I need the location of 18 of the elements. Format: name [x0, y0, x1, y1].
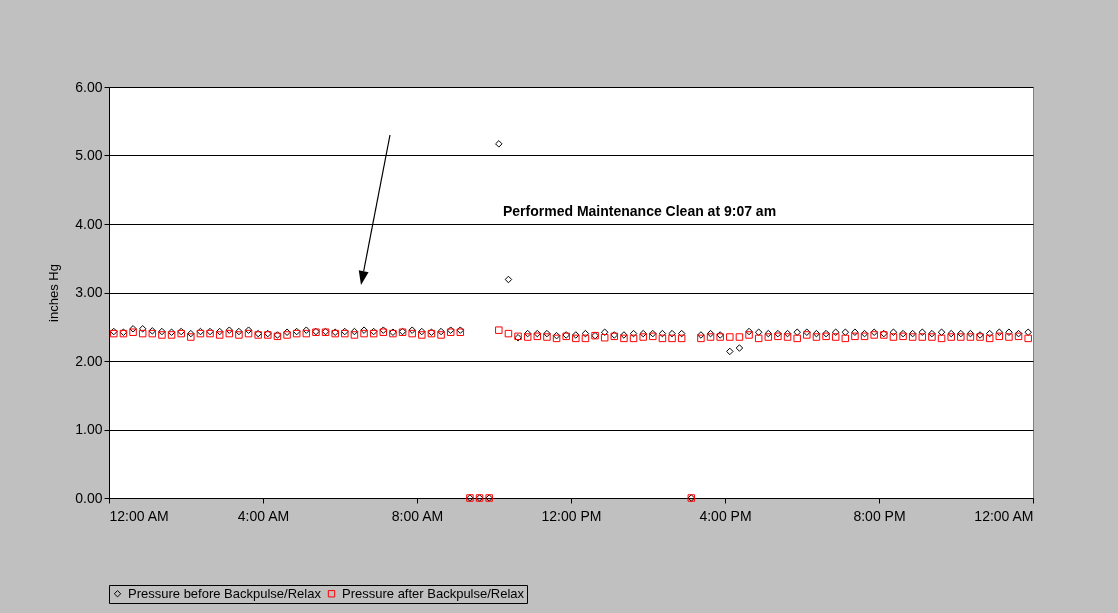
legend-label: Pressure before Backpulse/Relax	[128, 585, 322, 601]
x-tick-label: 12:00 AM	[974, 507, 1034, 524]
y-tick-label: 0.00	[75, 489, 103, 506]
y-tick-label: 4.00	[75, 215, 103, 232]
y-tick-label: 3.00	[75, 284, 103, 300]
legend-label: Pressure after Backpulse/Relax	[342, 585, 525, 601]
y-tick-label: 2.00	[75, 352, 103, 369]
x-tick-label: 12:00 AM	[109, 507, 169, 524]
y-axis-title: inches Hg	[46, 264, 62, 322]
y-tick-label: 5.00	[75, 147, 103, 163]
x-tick-label: 12:00 PM	[541, 507, 602, 524]
y-tick-label: 6.00	[75, 78, 103, 95]
annotation: Performed Maintenance Clean at 9:07 am	[503, 203, 777, 219]
x-tick-label: 8:00 PM	[853, 507, 906, 524]
x-tick-label: 4:00 AM	[237, 507, 290, 524]
x-tick-label: 4:00 PM	[699, 507, 752, 524]
x-tick-label: 8:00 AM	[391, 507, 444, 524]
y-tick-label: 1.00	[75, 421, 103, 437]
